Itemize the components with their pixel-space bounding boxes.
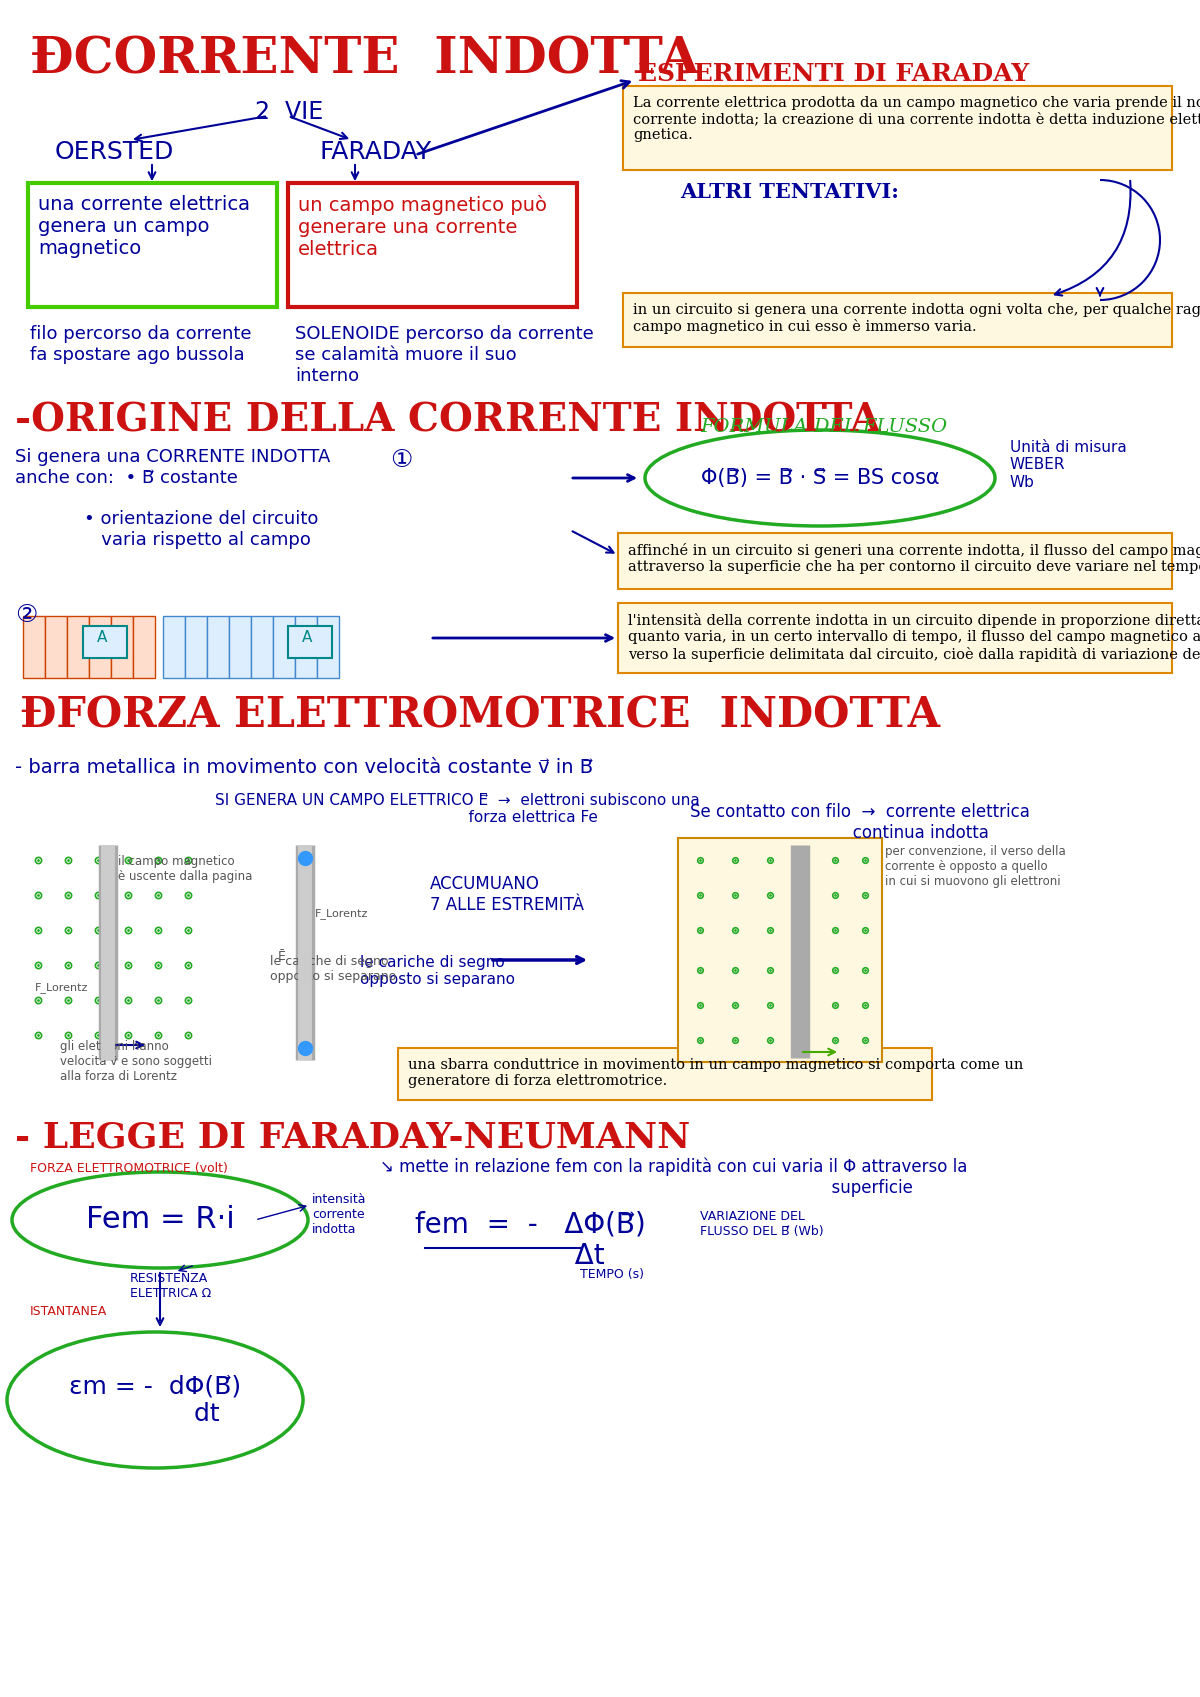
FancyBboxPatch shape xyxy=(618,602,1172,674)
Text: -ORIGINE DELLA CORRENTE INDOTTA: -ORIGINE DELLA CORRENTE INDOTTA xyxy=(14,402,881,440)
Text: Se contatto con filo  →  corrente elettrica
                               conti: Se contatto con filo → corrente elettric… xyxy=(690,803,1030,842)
FancyBboxPatch shape xyxy=(295,616,317,679)
Text: l'intensità della corrente indotta in un circuito dipende in proporzione diretta: l'intensità della corrente indotta in un… xyxy=(628,613,1200,662)
Text: ACCUMUANO
7 ALLE ESTREMITÀ: ACCUMUANO 7 ALLE ESTREMITÀ xyxy=(430,876,584,913)
FancyBboxPatch shape xyxy=(317,616,340,679)
Text: TEMPO (s): TEMPO (s) xyxy=(580,1268,644,1281)
Text: intensità
corrente
indotta: intensità corrente indotta xyxy=(312,1193,366,1235)
Text: fem  =  -   ΔΦ(B⃗)
                  Δt: fem = - ΔΦ(B⃗) Δt xyxy=(415,1210,646,1271)
Text: ISTANTANEA: ISTANTANEA xyxy=(30,1305,107,1319)
FancyBboxPatch shape xyxy=(398,1049,932,1100)
Text: affinché in un circuito si generi una corrente indotta, il flusso del campo magn: affinché in un circuito si generi una co… xyxy=(628,543,1200,574)
Text: un campo magnetico può
generare una corrente
elettrica: un campo magnetico può generare una corr… xyxy=(298,195,547,260)
FancyBboxPatch shape xyxy=(623,87,1172,170)
FancyBboxPatch shape xyxy=(208,616,229,679)
FancyBboxPatch shape xyxy=(185,616,208,679)
Text: εm = -  dΦ(B⃗)
             dt: εm = - dΦ(B⃗) dt xyxy=(68,1375,241,1425)
Text: ESPERIMENTI DI FARADAY: ESPERIMENTI DI FARADAY xyxy=(638,63,1030,87)
Text: ①: ① xyxy=(390,448,413,472)
Text: La corrente elettrica prodotta da un campo magnetico che varia prende il nome di: La corrente elettrica prodotta da un cam… xyxy=(634,97,1200,143)
FancyBboxPatch shape xyxy=(67,616,89,679)
Text: gli elettroni hanno
velocità v̄ e sono soggetti
alla forza di Lorentz: gli elettroni hanno velocità v̄ e sono s… xyxy=(60,1040,212,1083)
Ellipse shape xyxy=(12,1173,308,1268)
FancyBboxPatch shape xyxy=(46,616,67,679)
FancyBboxPatch shape xyxy=(163,616,185,679)
Text: Ē: Ē xyxy=(278,950,286,962)
Text: FORMULA DEL FLUSSO: FORMULA DEL FLUSSO xyxy=(700,417,947,436)
FancyBboxPatch shape xyxy=(83,626,127,658)
FancyBboxPatch shape xyxy=(678,838,882,1062)
Text: VARIAZIONE DEL
FLUSSO DEL B⃗ (Wb): VARIAZIONE DEL FLUSSO DEL B⃗ (Wb) xyxy=(700,1210,823,1239)
FancyBboxPatch shape xyxy=(229,616,251,679)
FancyBboxPatch shape xyxy=(618,533,1172,589)
Text: F̄_Lorentz: F̄_Lorentz xyxy=(35,983,89,993)
FancyBboxPatch shape xyxy=(288,626,332,658)
Text: SI GENERA UN CAMPO ELETTRICO E⃗  →  elettroni subiscono una
                    : SI GENERA UN CAMPO ELETTRICO E⃗ → elettr… xyxy=(215,792,700,825)
Text: SOLENOIDE percorso da corrente
se calamità muore il suo
interno: SOLENOIDE percorso da corrente se calami… xyxy=(295,326,594,385)
Text: Si genera una CORRENTE INDOTTA
anche con:  • B⃗ costante

            • orientaz: Si genera una CORRENTE INDOTTA anche con… xyxy=(14,448,330,550)
Text: ALTRI TENTATIVI:: ALTRI TENTATIVI: xyxy=(680,182,899,202)
Ellipse shape xyxy=(646,429,995,526)
Text: le cariche di segno
opposto si separano: le cariche di segno opposto si separano xyxy=(360,955,515,988)
Text: 2  VIE: 2 VIE xyxy=(256,100,323,124)
Text: in un circuito si genera una corrente indotta ogni volta che, per qualche ragion: in un circuito si genera una corrente in… xyxy=(634,304,1200,334)
Text: FORZA ELETTROMOTRICE (volt): FORZA ELETTROMOTRICE (volt) xyxy=(30,1162,228,1174)
Text: FARADAY: FARADAY xyxy=(320,139,432,165)
FancyBboxPatch shape xyxy=(28,183,277,307)
Text: ②: ② xyxy=(14,602,37,626)
FancyBboxPatch shape xyxy=(133,616,155,679)
Text: per convenzione, il verso della
corrente è opposto a quello
in cui si muovono gl: per convenzione, il verso della corrente… xyxy=(886,845,1066,888)
Text: A: A xyxy=(302,630,312,645)
Text: - barra metallica in movimento con velocità costante v⃗ in B⃗: - barra metallica in movimento con veloc… xyxy=(14,759,593,777)
FancyBboxPatch shape xyxy=(251,616,274,679)
Text: Unità di misura
WEBER
Wb: Unità di misura WEBER Wb xyxy=(1010,440,1127,490)
FancyBboxPatch shape xyxy=(288,183,577,307)
Text: una corrente elettrica
generа un campo
magnetico: una corrente elettrica generа un campo m… xyxy=(38,195,250,258)
Text: filo percorso da corrente
fa spostare ago bussola: filo percorso da corrente fa spostare ag… xyxy=(30,326,252,363)
Text: ÐCORRENTE  INDOTTA: ÐCORRENTE INDOTTA xyxy=(30,36,698,83)
Text: una sbarra conduttrice in movimento in un campo magnetico si comporta come un
ge: una sbarra conduttrice in movimento in u… xyxy=(408,1057,1024,1088)
FancyBboxPatch shape xyxy=(89,616,112,679)
Text: ↘ mette in relazione fem con la rapidità con cui varia il Φ attraverso la
      : ↘ mette in relazione fem con la rapidità… xyxy=(380,1157,967,1198)
FancyBboxPatch shape xyxy=(112,616,133,679)
Text: Fem = R·i: Fem = R·i xyxy=(85,1205,234,1234)
Text: A: A xyxy=(97,630,107,645)
Ellipse shape xyxy=(7,1332,302,1468)
FancyBboxPatch shape xyxy=(23,616,46,679)
Text: le cariche di segno
opposto si separano: le cariche di segno opposto si separano xyxy=(270,955,396,983)
Text: OERSTED: OERSTED xyxy=(55,139,174,165)
Text: ÐFORZA ELETTROMOTRICE  INDOTTA: ÐFORZA ELETTROMOTRICE INDOTTA xyxy=(20,696,940,736)
Text: - LEGGE DI FARADAY-NEUMANN: - LEGGE DI FARADAY-NEUMANN xyxy=(14,1120,690,1154)
Text: il campo magnetico
è uscente dalla pagina: il campo magnetico è uscente dalla pagin… xyxy=(118,855,252,882)
FancyBboxPatch shape xyxy=(274,616,295,679)
Text: Φ(B⃗) = B⃗ · S⃗ = BS cosα: Φ(B⃗) = B⃗ · S⃗ = BS cosα xyxy=(701,468,940,489)
FancyBboxPatch shape xyxy=(623,294,1172,346)
Text: RESISTENZA
ELETTRICA Ω: RESISTENZA ELETTRICA Ω xyxy=(130,1273,211,1300)
Text: F̄_Lorentz: F̄_Lorentz xyxy=(314,908,368,918)
